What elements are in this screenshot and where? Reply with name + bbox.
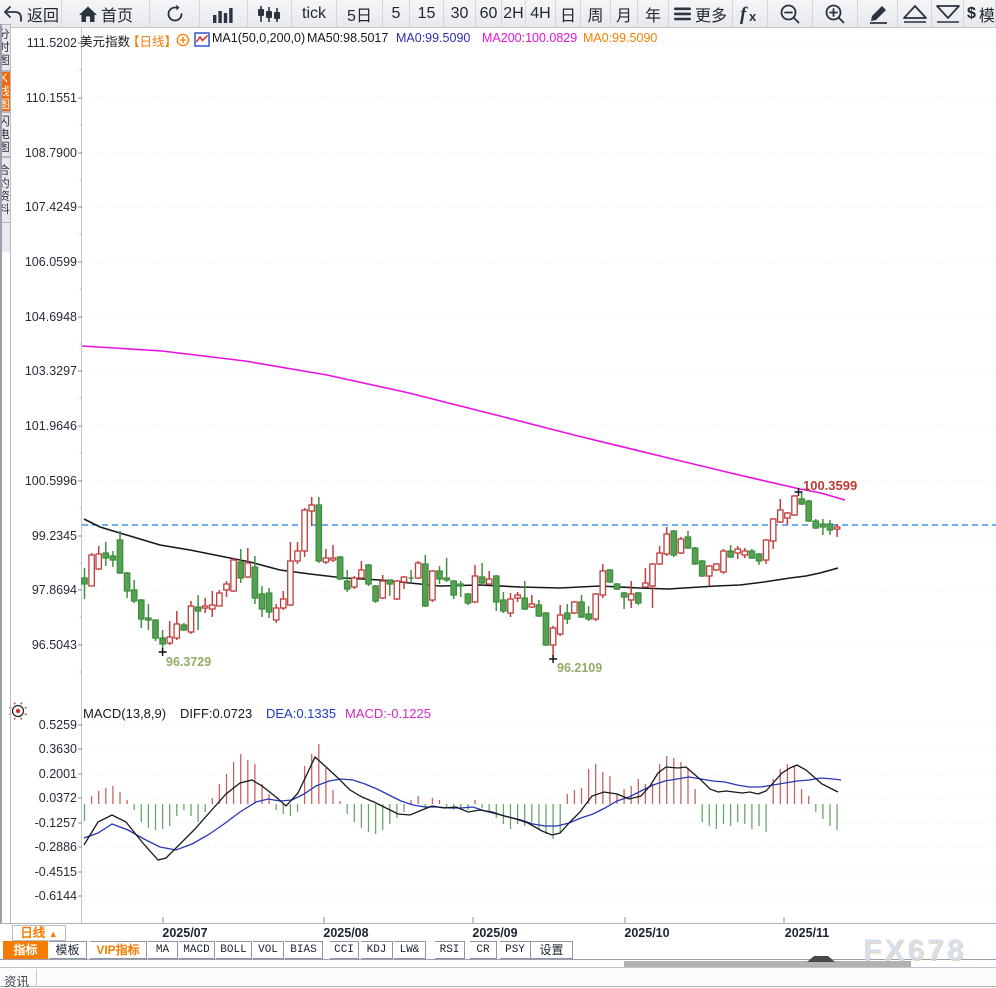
svg-text:99.2345: 99.2345 <box>32 529 77 543</box>
svg-text:97.8694: 97.8694 <box>32 583 77 597</box>
svg-text:107.4249: 107.4249 <box>25 200 77 214</box>
svg-text:x: x <box>749 9 757 24</box>
svg-text:MACD:-0.1225: MACD:-0.1225 <box>345 706 431 721</box>
svg-text:108.7900: 108.7900 <box>25 146 77 160</box>
svg-text:104.6948: 104.6948 <box>25 310 77 324</box>
svg-text:-0.2886: -0.2886 <box>35 840 77 854</box>
svg-text:101.9646: 101.9646 <box>25 419 77 433</box>
svg-text:106.0599: 106.0599 <box>25 255 77 269</box>
svg-text:DIFF:0.0723: DIFF:0.0723 <box>180 706 252 721</box>
svg-text:110.1551: 110.1551 <box>26 91 77 105</box>
svg-text:96.2109: 96.2109 <box>557 661 602 675</box>
svg-text:0.0372: 0.0372 <box>39 791 77 805</box>
svg-text:-0.6144: -0.6144 <box>35 889 77 903</box>
svg-text:0.2001: 0.2001 <box>39 767 77 781</box>
svg-text:0.3630: 0.3630 <box>39 742 77 756</box>
svg-text:96.3729: 96.3729 <box>166 655 211 669</box>
svg-text:f: f <box>740 4 748 24</box>
svg-text:-0.4515: -0.4515 <box>35 865 77 879</box>
svg-text:MACD(13,8,9): MACD(13,8,9) <box>83 706 166 721</box>
svg-text:100.3599: 100.3599 <box>803 478 857 493</box>
svg-text:96.5043: 96.5043 <box>32 638 77 652</box>
svg-text:-0.1257: -0.1257 <box>35 816 77 830</box>
svg-text:111.5202: 111.5202 <box>27 36 77 50</box>
svg-text:0.5259: 0.5259 <box>39 718 77 732</box>
svg-text:103.3297: 103.3297 <box>25 364 77 378</box>
svg-text:DEA:0.1335: DEA:0.1335 <box>266 706 336 721</box>
svg-text:100.5996: 100.5996 <box>25 474 77 488</box>
